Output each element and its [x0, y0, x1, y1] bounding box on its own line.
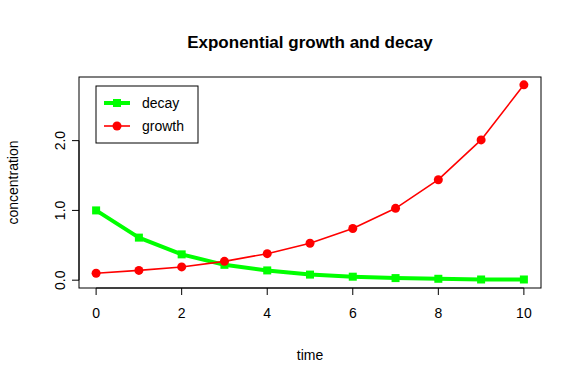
- x-tick-label: 8: [434, 305, 442, 321]
- series-marker: [134, 266, 143, 275]
- title: Exponential growth and decay: [187, 33, 433, 52]
- legend-marker: [113, 99, 121, 107]
- y-tick-label: 2.0: [52, 131, 68, 151]
- series-marker: [92, 269, 101, 278]
- x-axis-label: time: [297, 347, 324, 363]
- series-marker: [306, 271, 314, 279]
- series-marker: [177, 262, 186, 271]
- x-tick: [267, 288, 268, 295]
- y-tick: [72, 210, 79, 211]
- x-tick: [181, 288, 182, 295]
- x-tick-label: 4: [263, 305, 271, 321]
- series-marker: [306, 239, 315, 248]
- plot-data: [92, 80, 529, 283]
- x-tick: [438, 288, 439, 295]
- y-tick: [72, 280, 79, 281]
- series-marker: [392, 274, 400, 282]
- legend-label: decay: [142, 95, 179, 111]
- y-tick: [72, 140, 79, 141]
- chart: Exponential growth and decay time concentr…: [0, 0, 582, 386]
- series-marker: [135, 234, 143, 242]
- background: [0, 0, 582, 386]
- x-tick-label: 10: [516, 305, 532, 321]
- series-marker: [391, 204, 400, 213]
- series-marker: [477, 275, 485, 283]
- series-marker: [348, 224, 357, 233]
- plot-frame: [79, 77, 541, 288]
- x-axis-line: [96, 288, 524, 289]
- series-marker: [178, 250, 186, 258]
- series-marker: [434, 275, 442, 283]
- x-tick: [523, 288, 524, 295]
- series-line: [96, 85, 524, 273]
- x-tick-label: 0: [92, 305, 100, 321]
- series-marker: [220, 257, 229, 266]
- series-marker: [263, 266, 271, 274]
- series-marker: [263, 249, 272, 258]
- x-tick-label: 6: [349, 305, 357, 321]
- x-tick: [96, 288, 97, 295]
- legend-box: [96, 86, 198, 143]
- series-marker: [349, 273, 357, 281]
- series-marker: [434, 175, 443, 184]
- y-axis-label: concentration: [5, 140, 21, 224]
- legend: decay growth: [96, 86, 198, 143]
- legend-label: growth: [142, 118, 184, 134]
- y-tick-label: 0.0: [52, 270, 68, 290]
- x-tick-label: 2: [178, 305, 186, 321]
- series-marker: [519, 80, 528, 89]
- series-marker: [520, 275, 528, 283]
- legend-marker: [113, 122, 122, 131]
- y-tick-label: 1.0: [52, 200, 68, 220]
- x-tick: [352, 288, 353, 295]
- series-marker: [477, 135, 486, 144]
- series-marker: [92, 206, 100, 214]
